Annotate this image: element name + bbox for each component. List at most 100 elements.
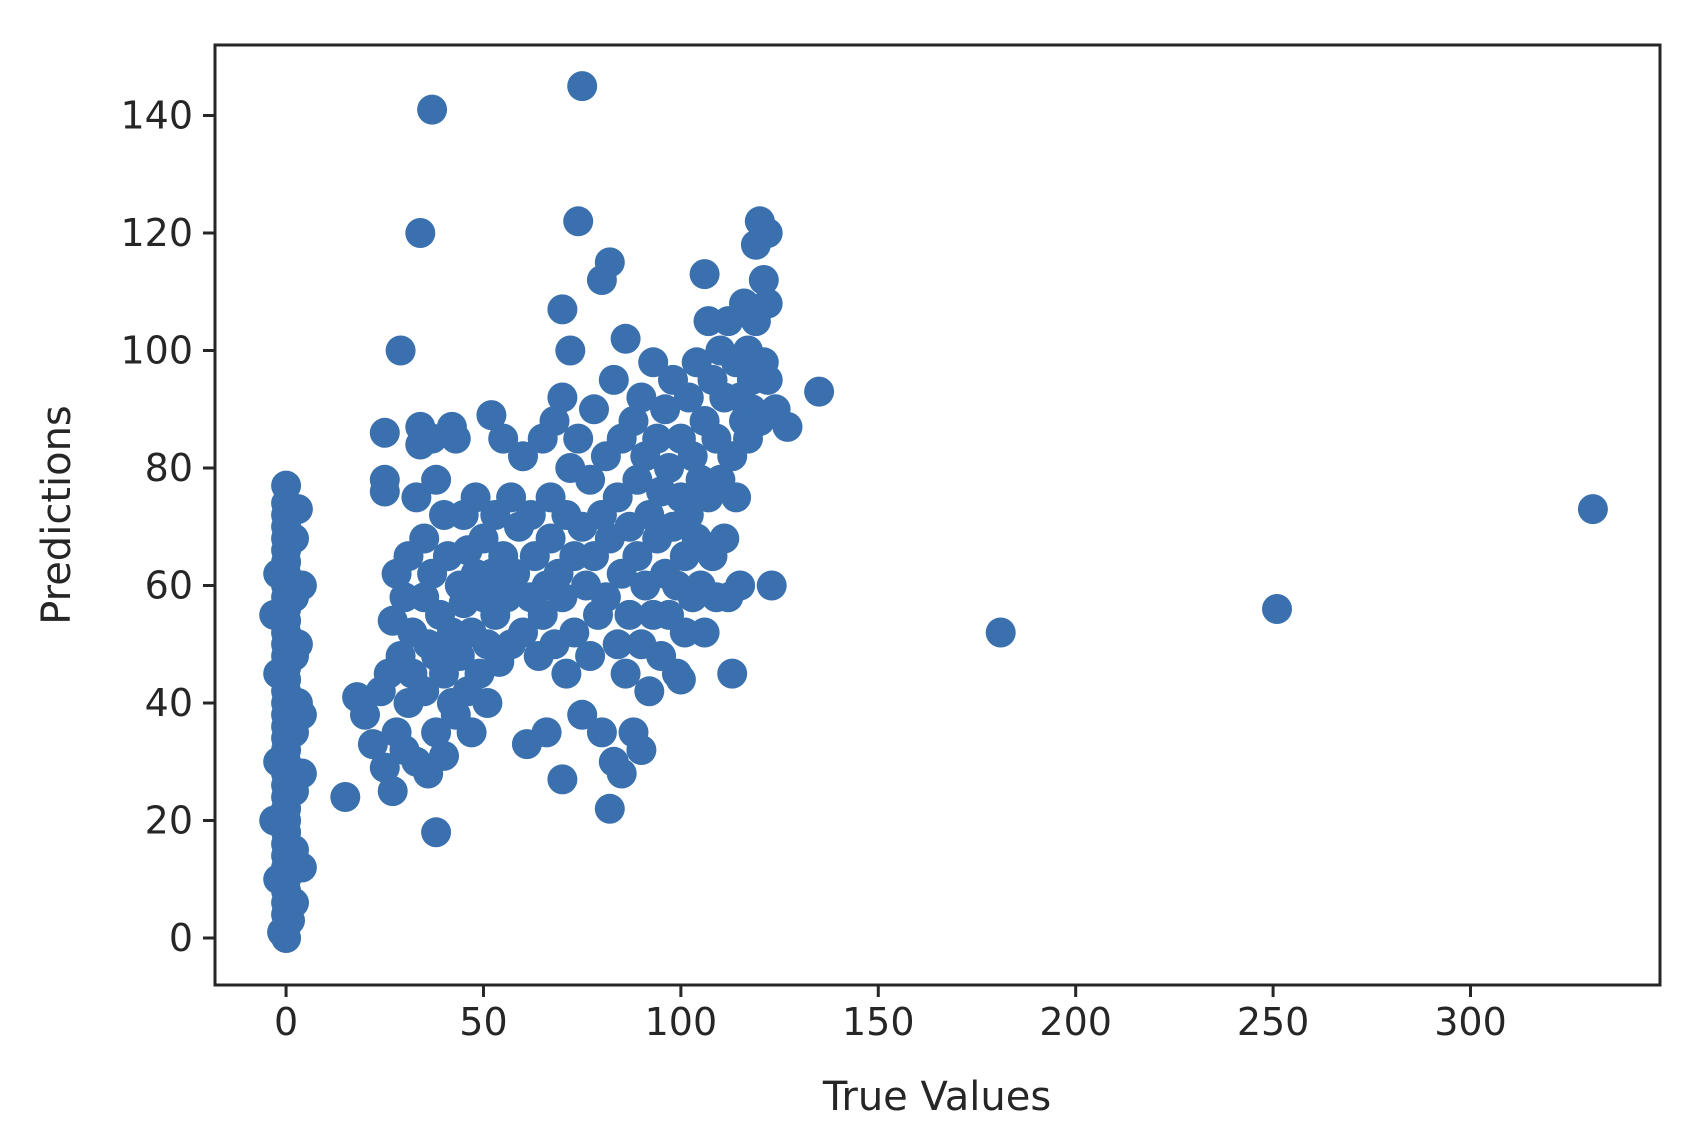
data-point-0-247 xyxy=(717,658,748,689)
data-point-0-133 xyxy=(496,482,527,513)
y-tick-label: 40 xyxy=(145,681,193,725)
points-layer xyxy=(259,71,1608,953)
data-point-0-63 xyxy=(350,699,380,730)
data-point-0-44 xyxy=(263,558,294,589)
data-point-0-251 xyxy=(725,570,756,601)
x-tick-label: 300 xyxy=(1434,1000,1507,1044)
data-point-0-83 xyxy=(401,482,432,513)
y-tick-label: 140 xyxy=(120,94,193,138)
data-point-0-155 xyxy=(547,294,578,325)
data-point-0-223 xyxy=(673,382,704,413)
data-point-0-169 xyxy=(575,464,606,495)
data-point-0-269 xyxy=(772,411,803,442)
data-point-0-141 xyxy=(515,500,546,530)
data-point-0-204 xyxy=(638,347,669,378)
x-tick-label: 200 xyxy=(1039,1000,1112,1044)
data-point-0-55 xyxy=(286,852,317,883)
data-point-0-207 xyxy=(642,423,673,454)
data-point-0-67 xyxy=(369,417,400,448)
data-point-0-163 xyxy=(563,206,594,237)
data-point-0-41 xyxy=(263,864,294,895)
data-point-0-270 xyxy=(804,376,835,407)
data-point-0-197 xyxy=(626,382,657,413)
data-point-0-167 xyxy=(567,699,598,730)
data-point-0-97 xyxy=(421,717,452,748)
data-point-0-125 xyxy=(476,400,507,431)
data-point-0-199 xyxy=(626,735,657,765)
y-tick-label: 60 xyxy=(145,564,193,608)
data-point-0-51 xyxy=(279,523,309,554)
data-point-0-99 xyxy=(421,464,452,495)
data-point-0-203 xyxy=(634,676,665,707)
data-point-0-271 xyxy=(985,617,1016,648)
x-tick-label: 150 xyxy=(842,1000,915,1044)
data-point-0-165 xyxy=(567,71,598,102)
data-point-0-196 xyxy=(622,541,653,572)
data-point-0-158 xyxy=(551,658,582,689)
y-axis-ticks: 0 20 40 60 80 100 120 140 xyxy=(120,94,215,960)
data-point-0-88 xyxy=(409,676,440,707)
data-point-0-57 xyxy=(286,699,317,730)
data-point-0-170 xyxy=(575,641,606,671)
data-point-0-87 xyxy=(405,218,436,248)
y-tick-label: 80 xyxy=(145,446,193,490)
data-point-0-117 xyxy=(456,717,487,748)
x-tick-label: 250 xyxy=(1237,1000,1310,1044)
x-axis-title: True Values xyxy=(822,1074,1051,1120)
data-point-0-266 xyxy=(752,364,783,395)
data-point-0-154 xyxy=(547,764,578,795)
data-point-0-64 xyxy=(357,729,388,760)
data-point-0-137 xyxy=(508,617,538,648)
data-point-0-265 xyxy=(752,288,783,319)
data-point-0-150 xyxy=(539,406,570,436)
data-point-0-273 xyxy=(1577,494,1608,525)
data-point-0-96 xyxy=(421,817,452,848)
data-point-0-149 xyxy=(535,523,566,554)
data-point-0-162 xyxy=(559,617,590,648)
data-point-0-135 xyxy=(500,558,531,589)
data-point-0-231 xyxy=(689,259,720,290)
data-point-0-58 xyxy=(286,570,317,601)
data-point-0-225 xyxy=(677,441,708,472)
x-tick-label: 50 xyxy=(459,1000,507,1044)
y-tick-label: 20 xyxy=(145,799,193,843)
data-point-0-212 xyxy=(654,453,684,483)
data-point-0-38 xyxy=(271,470,302,501)
data-point-0-164 xyxy=(563,423,594,454)
data-point-0-61 xyxy=(330,782,361,812)
plot-frame xyxy=(213,43,1662,987)
y-tick-label: 120 xyxy=(120,211,193,255)
data-point-0-124 xyxy=(472,688,503,718)
data-point-0-189 xyxy=(610,323,641,354)
data-point-0-192 xyxy=(614,599,645,630)
data-point-0-132 xyxy=(492,582,523,613)
data-point-0-183 xyxy=(598,364,629,395)
data-point-0-233 xyxy=(689,617,720,648)
data-point-0-39 xyxy=(259,805,290,836)
y-tick-label: 0 xyxy=(169,916,193,960)
y-axis-title: Predictions xyxy=(34,405,80,625)
data-point-0-153 xyxy=(547,382,578,413)
data-point-0-210 xyxy=(650,394,681,425)
data-point-0-93 xyxy=(417,94,448,125)
data-point-0-272 xyxy=(1262,594,1292,624)
data-point-0-76 xyxy=(385,335,416,366)
data-point-0-42 xyxy=(263,746,294,777)
x-tick-label: 100 xyxy=(645,1000,718,1044)
data-point-0-185 xyxy=(602,482,633,513)
data-point-0-103 xyxy=(429,740,459,771)
data-point-0-218 xyxy=(665,664,696,695)
data-point-0-69 xyxy=(369,476,400,507)
data-point-0-90 xyxy=(409,523,440,554)
data-point-0-176 xyxy=(586,717,617,748)
data-point-0-193 xyxy=(618,406,649,436)
data-point-0-40 xyxy=(259,599,290,630)
data-point-0-53 xyxy=(282,629,313,660)
data-point-0-262 xyxy=(748,265,779,295)
data-point-0-180 xyxy=(594,247,625,278)
data-point-0-267 xyxy=(756,570,787,601)
data-point-0-131 xyxy=(488,423,519,454)
data-point-0-156 xyxy=(547,582,578,613)
x-tick-label: 0 xyxy=(274,1000,298,1044)
